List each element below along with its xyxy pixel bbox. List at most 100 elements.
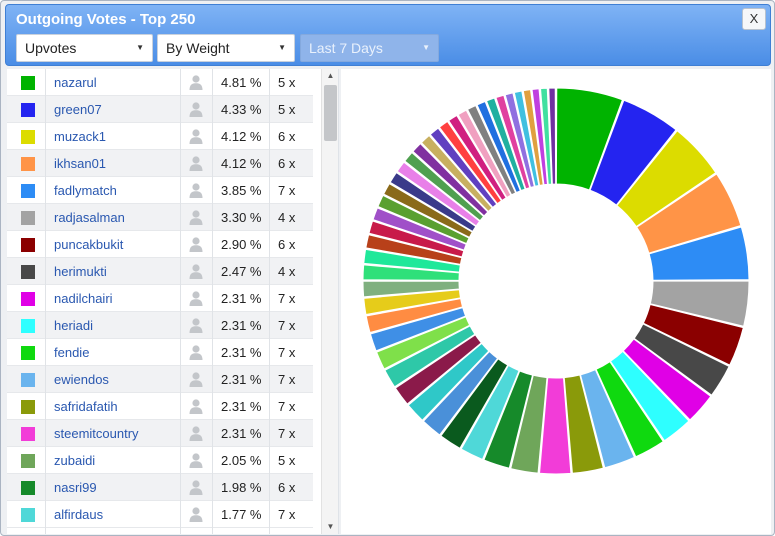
donut-slice[interactable] [394,334,482,405]
sort-by-select[interactable]: By Weight ▼ [157,34,295,62]
donut-slice[interactable] [548,87,557,185]
voter-name-link[interactable]: nazarul [54,75,97,90]
user-profile-icon[interactable] [188,425,204,441]
donut-slice[interactable] [362,264,460,281]
user-profile-icon[interactable] [188,74,204,90]
voter-row[interactable]: heriadi 2.31 % 7 x [7,312,313,339]
donut-slice[interactable] [363,248,461,273]
voter-name-link[interactable]: herimukti [54,264,107,279]
donut-slice[interactable] [522,89,544,186]
voter-row[interactable]: puncakbukit 2.90 % 6 x [7,231,313,258]
scroll-up-icon[interactable]: ▲ [326,71,335,80]
voter-row[interactable]: zubaidi 2.05 % 5 x [7,447,313,474]
voter-name-link[interactable]: ikhsan01 [54,156,107,171]
voter-row[interactable]: nazarul 4.81 % 5 x [7,69,313,96]
user-profile-icon[interactable] [188,128,204,144]
donut-slice[interactable] [412,142,489,217]
donut-slice-radjasalman[interactable] [649,280,750,327]
user-profile-icon[interactable] [188,290,204,306]
voter-row[interactable]: safridafatih 2.31 % 7 x [7,393,313,420]
donut-slice-fadlymatch[interactable] [648,226,750,281]
voter-name-link[interactable]: radjasalman [54,210,125,225]
donut-slice[interactable] [485,97,526,192]
donut-slice[interactable] [365,298,464,334]
donut-slice[interactable] [440,358,509,450]
donut-slice-nadilchairi[interactable] [622,338,712,421]
donut-slice[interactable] [377,194,470,245]
user-profile-icon[interactable] [188,101,204,117]
donut-slice-alfirdaus[interactable] [460,364,520,461]
donut-slice[interactable] [407,342,490,421]
user-profile-icon[interactable] [188,344,204,360]
donut-slice[interactable] [396,161,481,227]
user-profile-icon[interactable] [188,371,204,387]
donut-slice[interactable] [504,92,535,189]
donut-slice-muzack1[interactable] [616,130,717,228]
voter-name-link[interactable]: nadilchairi [54,291,113,306]
donut-slice[interactable] [420,134,493,213]
donut-slice[interactable] [429,127,498,209]
donut-slice-nasri99[interactable] [483,370,534,469]
user-profile-icon[interactable] [188,452,204,468]
user-profile-icon[interactable] [188,182,204,198]
voter-name-link[interactable]: nasri99 [54,480,97,495]
donut-slice[interactable] [447,114,507,202]
user-profile-icon[interactable] [188,263,204,279]
voter-name-link[interactable]: alfirdaus [54,507,104,522]
user-profile-icon[interactable] [188,209,204,225]
voter-name-link[interactable]: fendie [54,345,90,360]
donut-slice-steemitcountry[interactable] [539,377,572,475]
donut-slice[interactable] [404,151,485,222]
user-profile-icon[interactable] [188,479,204,495]
donut-slice-puncakbukit[interactable] [642,303,744,366]
vote-type-select[interactable]: Upvotes ▼ [16,34,153,62]
donut-slice[interactable] [363,289,462,316]
user-profile-icon[interactable] [188,236,204,252]
user-profile-icon[interactable] [188,506,204,522]
donut-slice[interactable] [384,325,476,388]
donut-slice-ikhsan01[interactable] [636,173,742,254]
voter-name-link[interactable]: ewiendos [54,372,109,387]
donut-slice[interactable] [372,207,467,251]
donut-slice-herimukti[interactable] [633,323,730,396]
voter-row[interactable]: nadilchairi 2.31 % 7 x [7,285,313,312]
voter-name-link[interactable]: heriadi [54,318,94,333]
user-profile-icon[interactable] [188,317,204,333]
voter-row[interactable]: ikhsan01 4.12 % 6 x [7,150,313,177]
donut-slice[interactable] [495,94,531,190]
voter-row[interactable]: nasri99 1.98 % 6 x [7,474,313,501]
donut-slice[interactable] [457,109,512,199]
voter-name-link[interactable]: zubaidi [54,453,96,468]
donut-slice-heriadi[interactable] [609,350,690,442]
voter-row[interactable]: radjasalman 3.30 % 4 x [7,204,313,231]
voter-row[interactable]: alfirdaus 1.77 % 7 x [7,501,313,528]
donut-slice-safridafatih[interactable] [563,374,604,474]
user-profile-icon[interactable] [188,398,204,414]
donut-slice[interactable] [476,100,522,194]
donut-slice-fendie[interactable] [595,360,664,458]
user-profile-icon[interactable] [188,155,204,171]
scroll-down-icon[interactable]: ▼ [326,522,335,531]
donut-slice[interactable] [362,280,460,298]
voter-row[interactable]: fendie 2.31 % 7 x [7,339,313,366]
donut-slice[interactable] [438,120,503,205]
voter-row[interactable]: muzack1 4.12 % 6 x [7,123,313,150]
donut-slice[interactable] [531,88,549,186]
donut-slice-nazarul[interactable] [555,87,624,191]
donut-slice-ewiendos[interactable] [579,368,636,469]
donut-slice[interactable] [466,104,517,196]
donut-slice[interactable] [540,87,553,185]
voter-name-link[interactable]: steemitcountry [54,426,139,441]
donut-slice[interactable] [389,171,477,233]
close-button[interactable]: X [742,8,766,30]
voter-name-link[interactable]: green07 [54,102,102,117]
donut-slice[interactable] [368,220,465,258]
donut-slice[interactable] [369,307,467,352]
donut-slice[interactable] [513,90,540,187]
voter-row[interactable]: steemitcountry 2.31 % 7 x [7,420,313,447]
voter-row[interactable]: fadlymatch 3.85 % 7 x [7,177,313,204]
voter-row[interactable]: green07 4.33 % 5 x [7,96,313,123]
donut-slice[interactable] [422,350,499,436]
donut-slice[interactable] [383,182,473,238]
list-scrollbar[interactable]: ▲ ▼ [321,69,338,534]
